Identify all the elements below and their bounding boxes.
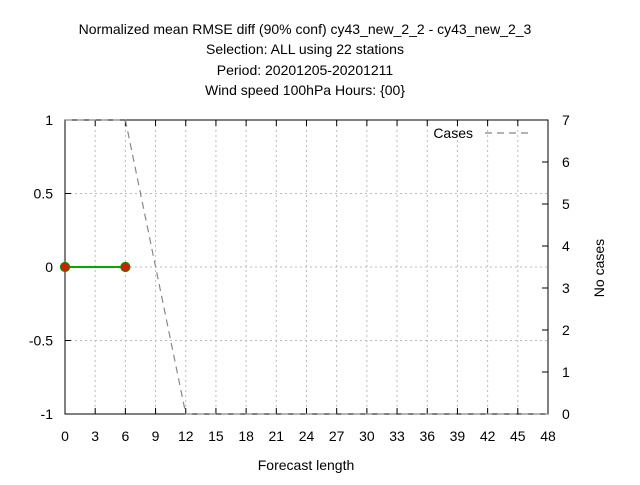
title-line-3: Period: 20201205-20201211 (217, 62, 394, 78)
y2-tick-label: 7 (562, 112, 570, 128)
title-line-2: Selection: ALL using 22 stations (206, 41, 404, 57)
x-tick-label: 39 (450, 428, 466, 444)
y2-tick-label: 2 (562, 322, 570, 338)
y-tick-label: 0 (45, 259, 53, 275)
x-tick-label: 45 (510, 428, 526, 444)
y-tick-label: 1 (45, 112, 53, 128)
x-tick-label: 6 (121, 428, 129, 444)
x-tick-label: 30 (359, 428, 375, 444)
x-tick-label: 24 (299, 428, 315, 444)
y-tick-label: -0.5 (29, 333, 53, 349)
x-tick-label: 9 (152, 428, 160, 444)
y-tick-label: 0.5 (34, 186, 54, 202)
x-tick-label: 36 (419, 428, 435, 444)
y2-tick-label: 3 (562, 280, 570, 296)
x-tick-label: 15 (208, 428, 224, 444)
y2-tick-label: 1 (562, 364, 570, 380)
x-tick-label: 21 (269, 428, 285, 444)
x-axis-label: Forecast length (258, 457, 355, 473)
legend: Cases (433, 125, 530, 141)
grid (65, 120, 548, 414)
x-tick-label: 42 (480, 428, 496, 444)
legend-label-cases: Cases (433, 125, 473, 141)
y2-tick-label: 0 (562, 406, 570, 422)
x-tick-label: 18 (238, 428, 254, 444)
y2-tick-label: 4 (562, 238, 570, 254)
title-line-4: Wind speed 100hPa Hours: {00} (205, 82, 405, 98)
axis-ticks: 0 3 6 9 12 15 18 21 24 27 30 33 36 39 42 45 4810.50-0.5-… (29, 112, 570, 444)
y-tick-label: -1 (41, 406, 54, 422)
series-line-cases (65, 119, 548, 415)
x-tick-label: 12 (178, 428, 194, 444)
x-tick-label: 3 (91, 428, 99, 444)
series (59, 119, 548, 415)
series-point-rmse-diff (120, 261, 131, 273)
series-point-rmse-diff (59, 261, 71, 273)
x-tick-label: 0 (61, 428, 69, 444)
y2-tick-label: 5 (562, 196, 570, 212)
y2-axis-label: No cases (591, 239, 607, 297)
y2-tick-label: 6 (562, 154, 570, 170)
x-tick-label: 27 (329, 428, 345, 444)
x-tick-label: 33 (389, 428, 405, 444)
chart-title: Normalized mean RMSE diff (90% conf) cy4… (79, 21, 532, 98)
title-line-1: Normalized mean RMSE diff (90% conf) cy4… (79, 21, 532, 37)
x-tick-label: 48 (540, 428, 556, 444)
